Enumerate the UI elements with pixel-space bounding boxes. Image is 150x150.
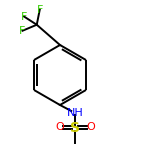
Text: S: S (70, 120, 80, 135)
Text: F: F (21, 12, 27, 21)
Text: O: O (55, 123, 64, 132)
Text: F: F (37, 5, 43, 15)
Text: NH: NH (67, 108, 83, 117)
Text: O: O (86, 123, 95, 132)
Text: F: F (19, 26, 26, 36)
